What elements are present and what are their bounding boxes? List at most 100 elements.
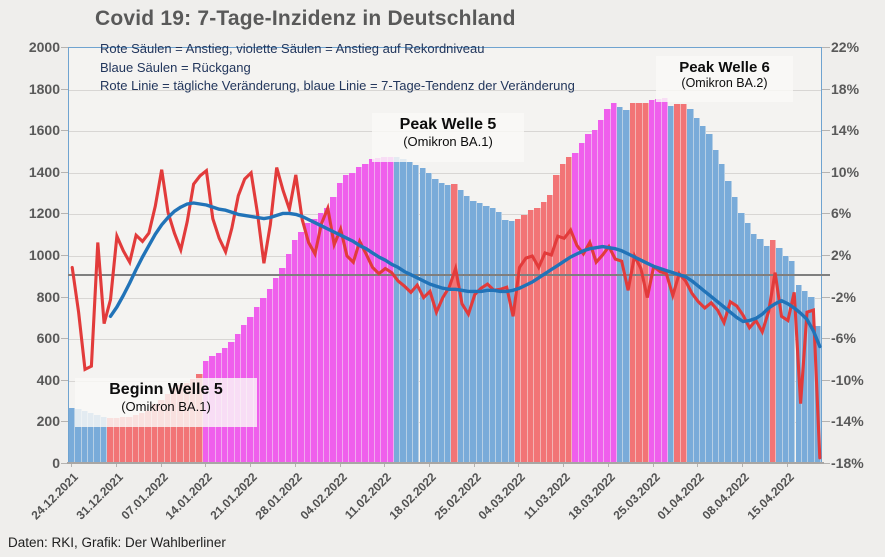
bar xyxy=(553,174,560,463)
x-axis-label: 18.02.2022 xyxy=(386,470,439,523)
bar xyxy=(113,418,120,463)
bar xyxy=(782,255,790,463)
bar xyxy=(266,288,273,463)
bar xyxy=(725,180,732,463)
y-axis-label-right: 6% xyxy=(831,205,852,222)
x-axis-label: 11.03.2022 xyxy=(521,470,574,522)
y-axis-label-left: 2000 xyxy=(28,39,60,55)
bar xyxy=(495,212,503,463)
bar xyxy=(731,197,739,463)
bar xyxy=(527,209,535,463)
x-axis-label: 04.02.2022 xyxy=(297,470,350,523)
bar xyxy=(457,189,465,463)
bar xyxy=(597,120,605,463)
bar xyxy=(406,161,414,463)
x-tick xyxy=(205,463,207,467)
bar xyxy=(119,417,127,463)
bar xyxy=(88,413,95,463)
gridline xyxy=(69,172,821,174)
bar xyxy=(763,246,770,463)
y-tick xyxy=(61,171,68,173)
y-tick xyxy=(822,463,830,464)
x-tick xyxy=(742,463,744,467)
bar xyxy=(476,203,484,463)
y-tick xyxy=(822,88,830,90)
bar xyxy=(770,239,777,463)
bar xyxy=(719,164,726,463)
annotation-peak-welle-5: Peak Welle 5 (Omikron BA.1) xyxy=(372,113,524,162)
bar xyxy=(355,167,363,463)
bar xyxy=(260,297,267,463)
bar xyxy=(343,175,350,463)
bar xyxy=(317,212,324,463)
x-axis-label: 21.01.2022 xyxy=(207,470,261,523)
annotation-peak-welle-6: Peak Welle 6 (Omikron BA.2) xyxy=(656,56,793,102)
bar xyxy=(489,208,496,463)
y-tick xyxy=(61,338,68,340)
y-axis-label-left: 0 xyxy=(52,455,60,471)
y-tick xyxy=(822,338,830,340)
bar xyxy=(164,393,171,463)
bar xyxy=(508,221,516,463)
y-axis-label-right: -6% xyxy=(831,330,856,347)
x-tick xyxy=(384,463,386,467)
y-tick xyxy=(822,421,830,423)
bar xyxy=(808,297,815,463)
daily-change-line xyxy=(70,167,822,460)
bar xyxy=(413,164,420,463)
x-axis-label: 08.04.2022 xyxy=(699,470,753,523)
bar xyxy=(483,205,490,463)
bar xyxy=(534,207,541,463)
y-tick xyxy=(61,213,68,215)
bar xyxy=(451,183,458,463)
y-axis-label-left: 1000 xyxy=(28,247,60,263)
bar xyxy=(304,223,312,463)
y-axis-label-left: 1400 xyxy=(28,163,60,180)
bar xyxy=(425,172,433,463)
y-tick xyxy=(822,255,830,256)
y-axis-label-left: 600 xyxy=(36,330,60,347)
y-tick xyxy=(61,379,68,381)
bar xyxy=(687,109,694,463)
bar xyxy=(139,413,146,463)
legend-line-lines: Rote Linie = tägliche Veränderung, blaue… xyxy=(100,78,575,93)
annotation-title: Peak Welle 6 xyxy=(679,59,770,76)
bar xyxy=(285,254,293,463)
change-lines xyxy=(70,167,822,460)
bar xyxy=(515,219,522,463)
bar xyxy=(381,157,388,463)
source-credit: Daten: RKI, Grafik: Der Wahlberliner xyxy=(8,535,226,550)
x-axis-label: 24.12.2021 xyxy=(28,470,82,523)
x-axis-line xyxy=(67,462,824,464)
bar xyxy=(349,172,356,463)
y-axis-label-left: 1800 xyxy=(28,80,60,97)
y-axis-label-right: 2% xyxy=(831,247,852,263)
x-axis-label: 25.02.2022 xyxy=(431,470,484,523)
bar xyxy=(591,129,598,463)
x-axis-label: 07.01.2022 xyxy=(118,470,171,523)
x-tick xyxy=(563,463,565,467)
bar xyxy=(374,157,382,463)
bar xyxy=(738,212,745,463)
bar xyxy=(279,267,286,463)
y-tick xyxy=(61,296,68,298)
y-tick xyxy=(822,379,830,381)
zero-percent-line xyxy=(68,274,830,276)
y-axis-label-right: 18% xyxy=(831,80,860,97)
y-axis-label-left: 1600 xyxy=(28,122,60,139)
x-axis-label: 28.01.2022 xyxy=(252,470,305,523)
bar xyxy=(387,156,394,463)
bar xyxy=(610,103,618,463)
x-tick xyxy=(786,463,788,467)
bar xyxy=(464,195,471,463)
bar xyxy=(585,134,592,463)
bar xyxy=(107,417,114,463)
y-tick xyxy=(822,47,830,48)
bar xyxy=(132,414,140,463)
annotation-subtitle: (Omikron BA.2) xyxy=(681,76,768,90)
y-tick xyxy=(822,130,830,132)
annotation-beginn-welle-5: Beginn Welle 5 (Omikron BA.1) xyxy=(75,378,257,427)
x-tick xyxy=(115,463,117,467)
bar xyxy=(298,232,305,463)
bar xyxy=(655,98,662,463)
